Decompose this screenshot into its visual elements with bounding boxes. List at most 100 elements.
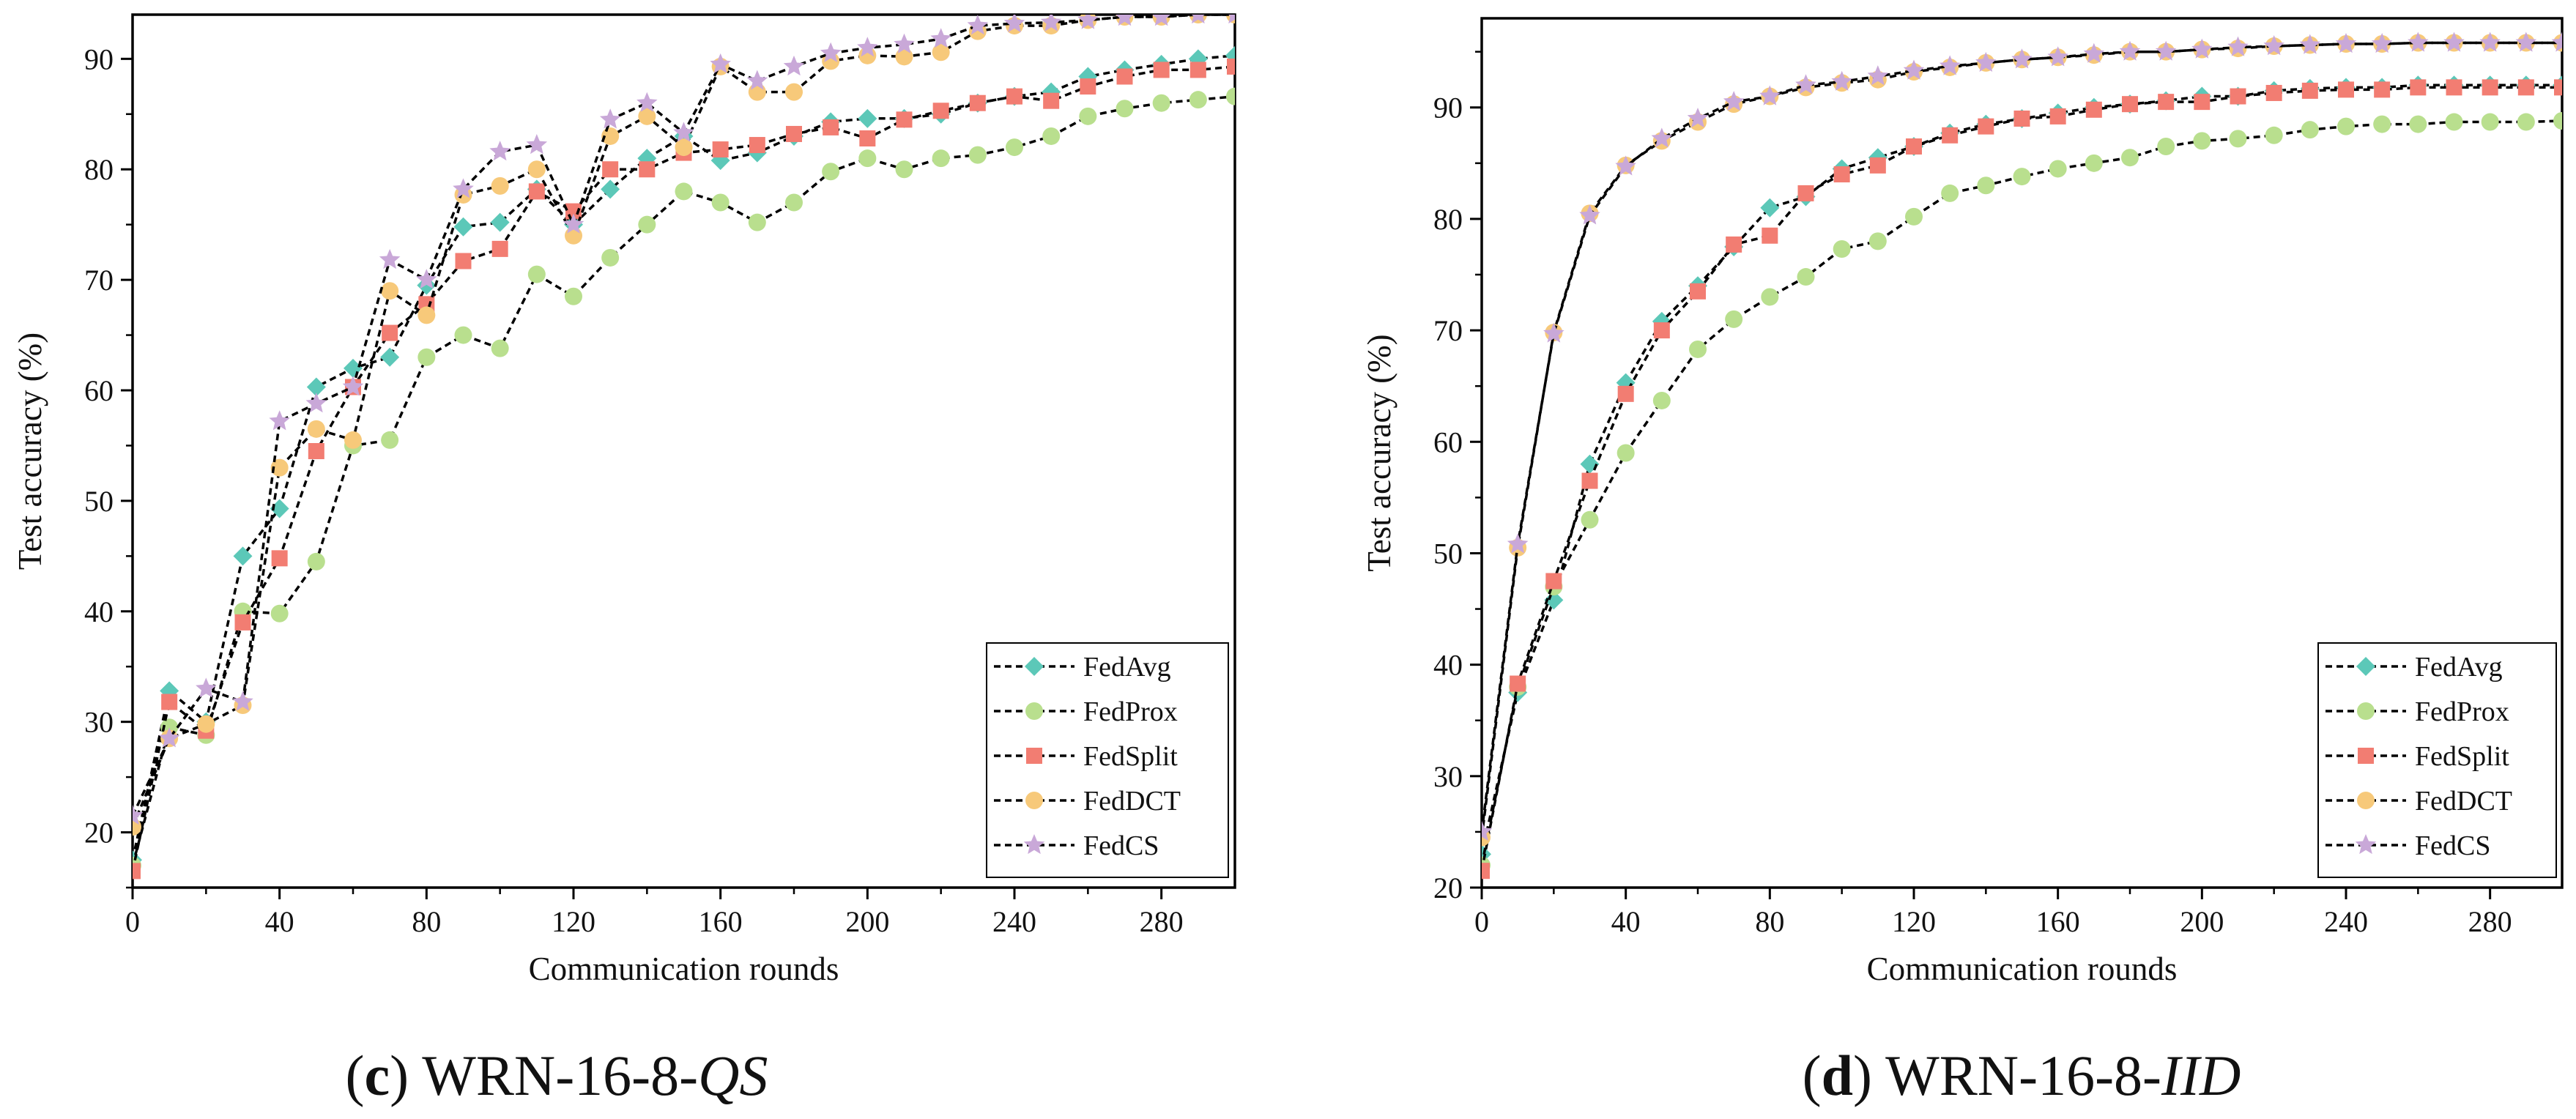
caption-close-paren: ): [390, 1044, 422, 1107]
data-point: [1690, 283, 1706, 300]
data-point: [2263, 35, 2284, 56]
data-point: [2013, 168, 2031, 186]
y-tick-label: 90: [1433, 92, 1463, 124]
data-point: [490, 212, 510, 232]
data-point: [1581, 510, 1599, 529]
y-tick-label: 20: [84, 817, 114, 850]
caption-setting: QS: [698, 1044, 768, 1107]
data-point: [601, 248, 620, 267]
data-point: [2265, 126, 2283, 144]
legend-marker: [2358, 748, 2374, 764]
legend-label: FedAvg: [2415, 652, 2503, 683]
data-point: [2085, 154, 2103, 172]
legend-label: FedCS: [1083, 830, 1159, 861]
x-tick-label: 120: [552, 905, 595, 938]
data-point: [2337, 117, 2355, 135]
data-point: [133, 863, 141, 880]
data-point: [2085, 101, 2102, 118]
data-point: [527, 160, 546, 179]
data-point: [675, 182, 693, 201]
legend-label: FedCS: [2415, 830, 2490, 861]
x-tick-label: 280: [1140, 905, 1184, 938]
panel-caption: (d) WRN-16-8-IID: [1803, 1044, 2241, 1107]
caption-open-paren: (: [1803, 1044, 1822, 1107]
legend-item: FedAvg: [994, 652, 1171, 683]
data-point: [1153, 62, 1170, 78]
data-point: [2445, 113, 2463, 131]
legend-item: FedCS: [2326, 830, 2490, 861]
series-group: [133, 15, 1235, 880]
data-point: [675, 138, 693, 157]
data-point: [2409, 115, 2427, 133]
data-point: [2011, 48, 2033, 69]
data-point: [1725, 310, 1743, 328]
series-fedsplit: [1482, 79, 2562, 880]
data-point: [491, 176, 509, 195]
data-point: [1867, 65, 1889, 86]
data-point: [1723, 91, 1745, 111]
data-point: [1152, 15, 1171, 26]
data-point: [1228, 15, 1235, 24]
y-tick-label: 60: [84, 374, 114, 407]
legend-item: FedCS: [994, 830, 1159, 861]
data-point: [1939, 55, 1961, 75]
x-tick-label: 160: [699, 905, 743, 938]
data-point: [636, 92, 658, 112]
data-point: [2551, 31, 2562, 52]
data-point: [858, 149, 877, 168]
y-tick-label: 40: [84, 595, 114, 628]
data-point: [1615, 155, 1636, 176]
plot-frame: [1480, 17, 2564, 889]
legend-item: FedProx: [994, 696, 1178, 727]
data-point: [968, 146, 987, 164]
data-point: [1906, 138, 1922, 155]
data-point: [2119, 40, 2141, 61]
chart-panel-c: 0 40 80 120 160 200 240 280 20 30 40 50 60 70 80 90 Comm…: [12, 13, 1236, 1107]
data-point: [1651, 127, 1673, 148]
caption-panel-letter: d: [1822, 1044, 1853, 1107]
data-point: [2481, 113, 2499, 131]
data-point: [161, 694, 178, 710]
y-tick-label: 30: [84, 706, 114, 739]
data-point: [1762, 227, 1778, 244]
data-point: [1003, 15, 1025, 33]
data-point: [1978, 118, 1994, 135]
data-point: [196, 677, 217, 698]
x-tick-label: 200: [2180, 905, 2224, 938]
data-point: [565, 287, 582, 305]
data-point: [2049, 160, 2067, 178]
y-tick-label: 70: [84, 264, 114, 297]
data-point: [1116, 100, 1134, 118]
legend-marker: [2357, 792, 2375, 809]
data-point: [1040, 15, 1062, 31]
data-point: [2049, 108, 2066, 124]
series-fedcs: [133, 15, 1235, 825]
data-point: [2482, 79, 2498, 96]
data-point: [417, 348, 436, 366]
data-point: [638, 215, 656, 234]
data-point: [857, 37, 878, 57]
data-point: [417, 306, 436, 324]
data-point: [1795, 74, 1816, 94]
legend-item: FedDCT: [994, 786, 1181, 817]
x-tick-label: 160: [2036, 905, 2080, 938]
data-point: [234, 614, 251, 631]
caption-model: WRN-16-8-: [1885, 1044, 2161, 1107]
data-point: [271, 550, 288, 567]
legend-marker: [1025, 657, 1044, 676]
legend-marker: [1026, 748, 1042, 764]
legend-item: FedDCT: [2326, 786, 2512, 817]
data-point: [1482, 863, 1490, 880]
data-point: [1545, 573, 1562, 590]
x-tick-label: 200: [845, 905, 889, 938]
data-point: [1152, 94, 1170, 112]
data-point: [1510, 675, 1526, 692]
data-point: [2265, 84, 2282, 101]
data-point: [1544, 590, 1564, 610]
data-point: [1617, 444, 1635, 462]
y-tick-label: 50: [84, 485, 114, 518]
data-point: [2371, 33, 2393, 53]
data-point: [379, 249, 401, 269]
data-point: [601, 179, 620, 199]
